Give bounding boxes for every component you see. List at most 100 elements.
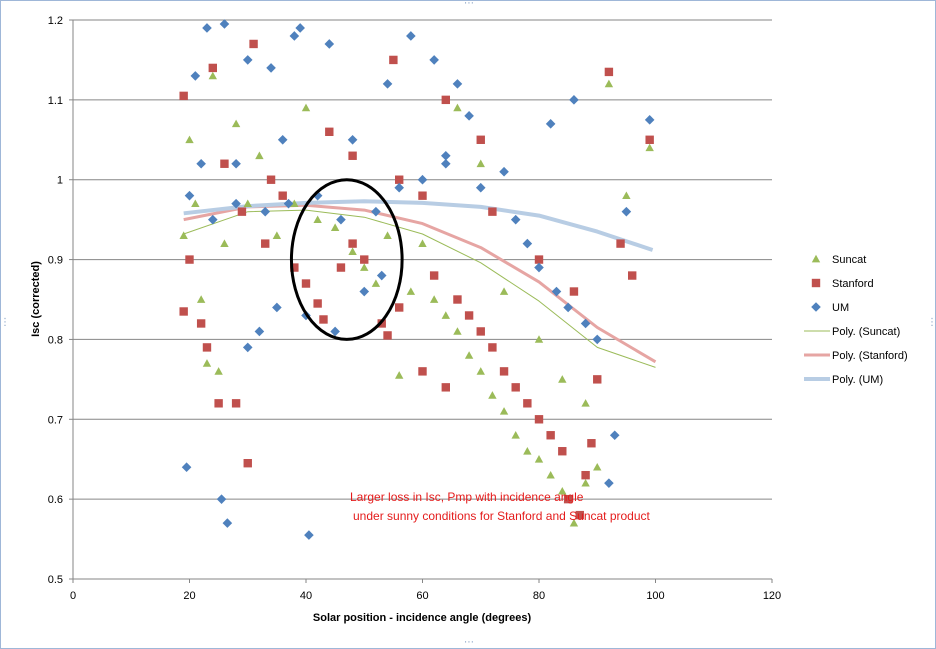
data-point-um: [452, 79, 463, 89]
data-point-um: [222, 518, 233, 528]
data-point-suncat: [569, 518, 579, 527]
data-point-stanford: [429, 271, 439, 280]
data-point-suncat: [220, 239, 229, 247]
data-point-stanford: [249, 39, 258, 49]
data-point-suncat: [488, 391, 497, 399]
data-point-um: [475, 182, 486, 193]
data-point-um: [254, 326, 265, 337]
data-point-um: [545, 119, 556, 129]
resize-handle-top[interactable]: ⋯: [464, 0, 474, 9]
data-point-um: [324, 39, 335, 49]
data-point-suncat: [348, 247, 357, 255]
data-point-stanford: [575, 510, 584, 520]
legend-entry-suncat-marker: [811, 254, 821, 263]
data-point-stanford: [313, 299, 322, 308]
data-point-suncat: [290, 199, 299, 208]
y-tick-label: 0.5: [48, 574, 63, 586]
data-point-um: [580, 318, 591, 329]
data-point-stanford: [243, 459, 252, 468]
data-point-um: [621, 206, 632, 217]
legend-entry-um-label: UM: [832, 302, 849, 314]
data-point-stanford: [266, 175, 276, 184]
data-point-suncat: [208, 71, 217, 80]
data-point-stanford: [511, 383, 520, 392]
data-point-um: [219, 19, 230, 29]
data-point-um: [216, 494, 227, 504]
data-point-um: [181, 462, 192, 472]
data-point-suncat: [231, 119, 241, 128]
legend-entry-stanford-label: Stanford: [832, 278, 874, 290]
data-point-suncat: [255, 151, 264, 160]
data-point-um: [563, 302, 573, 313]
data-point-stanford: [301, 279, 311, 288]
data-point-stanford: [441, 95, 450, 105]
data-point-stanford: [546, 431, 555, 440]
data-point-suncat: [499, 287, 509, 295]
data-point-stanford: [383, 331, 392, 340]
data-point-suncat: [534, 335, 544, 343]
data-point-um: [604, 478, 614, 488]
data-point-stanford: [231, 399, 241, 408]
data-point-stanford: [185, 255, 194, 264]
y-tick-label: 0.9: [48, 255, 63, 267]
data-point-um: [534, 262, 544, 273]
data-point-um: [510, 214, 521, 225]
data-point-stanford: [488, 207, 497, 216]
data-point-suncat: [546, 470, 555, 479]
data-point-um: [592, 334, 603, 345]
data-point-suncat: [360, 263, 369, 271]
resize-handle-bottom[interactable]: ⋯: [464, 637, 474, 648]
data-point-um: [347, 134, 358, 145]
data-point-suncat: [604, 79, 614, 88]
data-point-stanford: [395, 175, 404, 184]
data-point-suncat: [523, 447, 532, 455]
data-point-stanford: [208, 63, 217, 73]
data-point-stanford: [261, 239, 270, 248]
data-point-suncat: [179, 231, 188, 239]
annotation-line-1: Larger loss in Isc, Pmp with incidence a…: [350, 490, 584, 504]
data-point-um: [202, 23, 212, 33]
data-point-suncat: [511, 431, 520, 439]
data-point-stanford: [290, 263, 299, 272]
data-point-stanford: [395, 303, 404, 312]
y-tick-label: 0.7: [48, 414, 63, 426]
data-point-um: [336, 214, 346, 225]
data-point-stanford: [499, 367, 509, 376]
data-point-stanford: [319, 315, 328, 324]
x-tick-label: 60: [416, 590, 428, 602]
data-point-stanford: [453, 295, 462, 304]
data-point-um: [242, 342, 253, 353]
data-point-stanford: [464, 311, 474, 320]
data-point-um: [441, 150, 451, 161]
data-point-um: [208, 214, 218, 225]
resize-handle-right[interactable]: ⋮: [927, 317, 936, 328]
x-axis-title: Solar position - incidence angle (degree…: [313, 612, 532, 624]
data-point-um: [304, 530, 314, 540]
data-point-suncat: [593, 463, 602, 471]
resize-handle-left[interactable]: ⋮: [0, 317, 10, 328]
y-tick-label: 0.6: [48, 494, 63, 506]
data-point-stanford: [523, 399, 532, 408]
data-point-stanford: [202, 343, 212, 352]
data-point-suncat: [558, 486, 567, 495]
data-point-stanford: [179, 91, 188, 101]
data-point-suncat: [214, 367, 223, 375]
data-point-stanford: [558, 447, 567, 456]
legend-entry-um-marker: [811, 302, 821, 312]
data-point-stanford: [628, 271, 637, 280]
data-point-stanford: [476, 135, 485, 144]
data-point-stanford: [645, 135, 654, 144]
data-point-suncat: [313, 215, 322, 224]
data-point-suncat: [202, 359, 212, 367]
data-point-um: [231, 158, 241, 169]
data-point-suncat: [476, 159, 485, 168]
trendline-poly-suncat-: [183, 209, 656, 368]
y-tick-label: 0.8: [48, 334, 63, 346]
data-point-stanford: [569, 287, 579, 296]
data-point-um: [406, 31, 416, 41]
data-point-suncat: [558, 375, 567, 383]
data-point-suncat: [330, 223, 340, 231]
data-point-um: [277, 134, 288, 145]
data-point-um: [184, 190, 195, 201]
